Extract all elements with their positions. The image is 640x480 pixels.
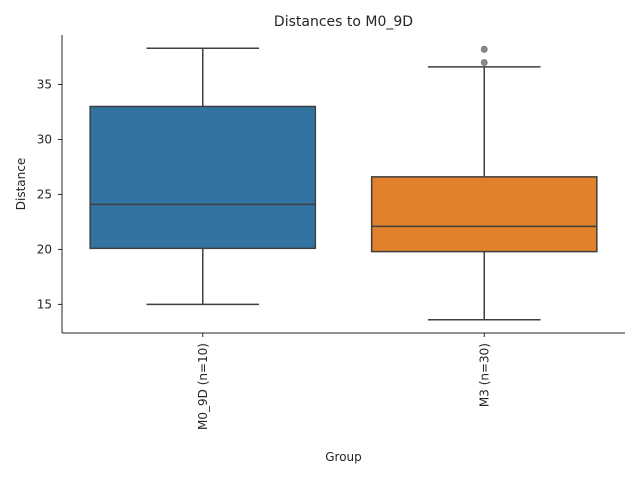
outlier-point — [480, 45, 488, 53]
box-iqr — [89, 105, 317, 250]
y-tick-label: 15 — [37, 297, 52, 311]
y-ticks: 15 20 25 30 35 — [37, 77, 62, 311]
y-tick-label: 20 — [37, 242, 52, 256]
chart-title: Distances to M0_9D — [274, 14, 413, 30]
x-tick-label: M3 (n=30) — [477, 343, 491, 407]
x-ticks: M0_9D (n=10) M3 (n=30) — [196, 333, 491, 430]
y-tick-label: 30 — [37, 132, 52, 146]
y-tick-label: 25 — [37, 187, 52, 201]
x-tick-label: M0_9D (n=10) — [196, 343, 210, 430]
plot-area — [89, 45, 598, 321]
box-iqr — [370, 176, 598, 253]
box-group-1 — [370, 45, 598, 321]
outlier-point — [480, 59, 488, 66]
y-axis-label: Distance — [14, 158, 28, 210]
box-group-0 — [89, 47, 317, 306]
y-tick-label: 35 — [37, 77, 52, 91]
x-axis-label: Group — [325, 450, 362, 464]
